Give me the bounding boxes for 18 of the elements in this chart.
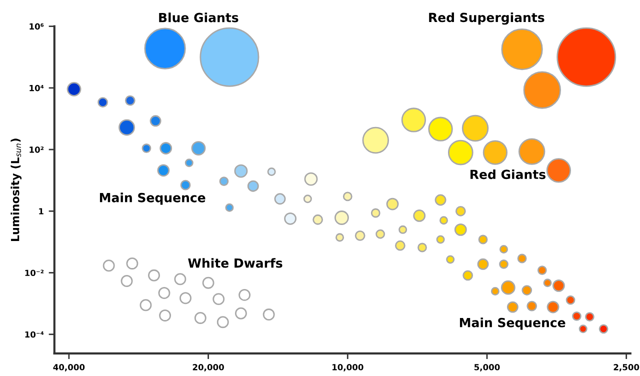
x-tick-label: 20,000 [192, 364, 224, 372]
annotation: White Dwarfs [188, 258, 282, 268]
text: Blue Giants [159, 12, 238, 22]
y-axis-title: Luminosity (L$_{sun}$) [10, 138, 22, 242]
x-tick-label: 2,500 [614, 364, 640, 372]
x-tick-label: 5,000 [474, 364, 500, 372]
y-tick-label: 10² [30, 146, 44, 153]
annotation: Main Sequence [100, 192, 206, 205]
y-tick-label: 10⁻⁴ [25, 331, 44, 338]
y-tick-label: 1 [39, 208, 44, 214]
y-tick-label: 10⁴ [30, 84, 44, 92]
annotation: Main Sequence [460, 318, 566, 330]
text: Red Supergiants [429, 12, 544, 25]
annotation: Red Giants [470, 169, 546, 180]
x-tick-label: 40,000 [53, 364, 85, 372]
y-tick-label: 10⁶ [30, 23, 44, 30]
y-tick-label: 10⁻² [25, 270, 44, 276]
x-tick-label: 10,000 [332, 364, 364, 372]
